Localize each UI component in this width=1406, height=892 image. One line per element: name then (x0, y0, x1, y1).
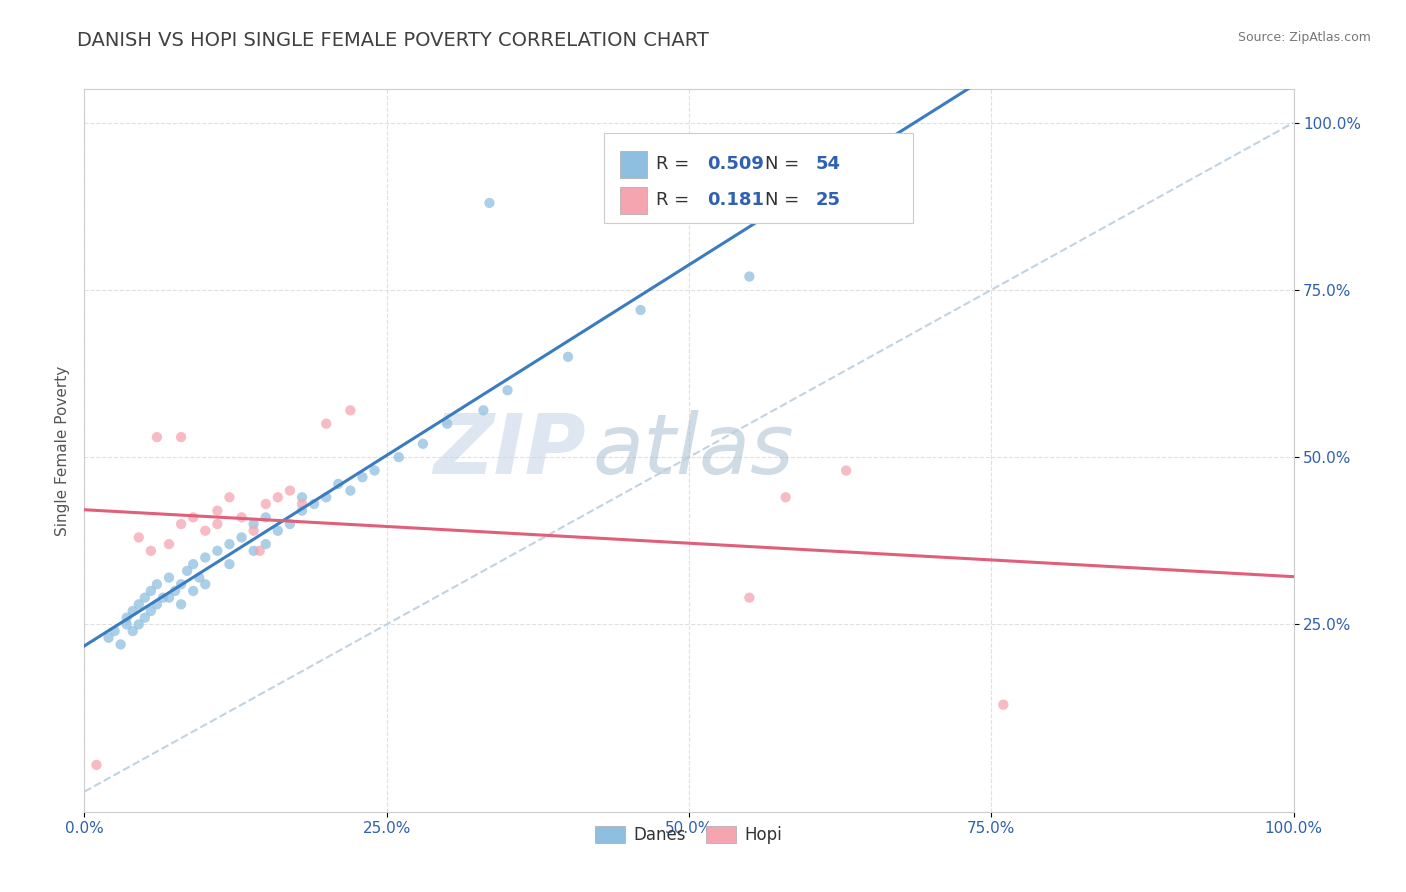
Point (242, 517, 264, 532)
Point (110, 637, 132, 651)
Text: DANISH VS HOPI SINGLE FEMALE POVERTY CORRELATION CHART: DANISH VS HOPI SINGLE FEMALE POVERTY COR… (77, 31, 709, 50)
Point (436, 417, 458, 431)
Text: R =: R = (657, 191, 702, 209)
Point (188, 571, 211, 585)
Text: 25: 25 (815, 191, 841, 209)
Point (170, 598, 193, 612)
Point (194, 550, 217, 565)
Point (254, 537, 277, 551)
Point (242, 544, 264, 558)
Point (194, 524, 217, 538)
Point (207, 517, 229, 532)
Point (218, 491, 240, 505)
Point (165, 584, 187, 599)
Point (478, 196, 501, 211)
Point (146, 430, 169, 444)
Point (115, 611, 138, 625)
Point (128, 530, 150, 544)
Point (157, 571, 180, 585)
Point (291, 491, 314, 505)
Text: ZIP: ZIP (433, 410, 586, 491)
Point (207, 544, 229, 558)
Point (472, 403, 495, 417)
Point (139, 544, 162, 558)
Point (231, 530, 253, 544)
Point (993, 698, 1015, 712)
Point (278, 483, 301, 498)
Point (738, 269, 761, 284)
Text: atlas: atlas (592, 410, 794, 491)
Point (352, 470, 374, 484)
Point (207, 503, 229, 517)
Text: N =: N = (765, 191, 806, 209)
FancyBboxPatch shape (620, 186, 647, 214)
FancyBboxPatch shape (605, 133, 912, 223)
Point (218, 537, 240, 551)
Point (339, 483, 361, 498)
Point (170, 430, 193, 444)
Point (157, 591, 180, 605)
Point (278, 517, 301, 532)
Point (254, 510, 277, 524)
Text: Source: ZipAtlas.com: Source: ZipAtlas.com (1237, 31, 1371, 45)
Point (835, 464, 858, 478)
FancyBboxPatch shape (620, 151, 647, 178)
Point (363, 464, 385, 478)
Point (181, 510, 204, 524)
Point (302, 497, 325, 511)
Point (86, 758, 108, 772)
Point (339, 403, 361, 417)
Point (157, 537, 180, 551)
Point (194, 577, 217, 591)
Point (267, 491, 290, 505)
Point (146, 577, 169, 591)
Legend: Danes, Hopi: Danes, Hopi (589, 819, 789, 850)
Point (738, 591, 761, 605)
Text: 0.181: 0.181 (707, 191, 763, 209)
Point (121, 624, 143, 639)
Point (291, 503, 314, 517)
Point (146, 598, 169, 612)
Point (328, 476, 350, 491)
Point (557, 350, 579, 364)
Point (412, 437, 434, 451)
Text: 0.509: 0.509 (707, 154, 763, 173)
Text: N =: N = (765, 154, 806, 173)
Point (104, 624, 127, 639)
Point (315, 417, 337, 431)
Point (630, 303, 652, 318)
Point (176, 564, 198, 578)
Point (134, 611, 156, 625)
Point (170, 517, 193, 532)
Point (181, 557, 204, 572)
Point (128, 598, 150, 612)
Point (139, 604, 162, 618)
Point (291, 497, 314, 511)
Point (115, 617, 138, 632)
Point (254, 497, 277, 511)
Point (170, 577, 193, 591)
Point (139, 584, 162, 599)
Point (218, 557, 240, 572)
Y-axis label: Single Female Poverty: Single Female Poverty (55, 366, 70, 535)
Point (152, 591, 174, 605)
Text: R =: R = (657, 154, 696, 173)
Point (134, 591, 156, 605)
Point (242, 524, 264, 538)
Point (315, 491, 337, 505)
Point (128, 617, 150, 632)
Point (121, 604, 143, 618)
Point (496, 384, 519, 398)
Text: 54: 54 (815, 154, 841, 173)
Point (249, 544, 271, 558)
Point (181, 584, 204, 599)
Point (388, 450, 411, 465)
Point (231, 510, 253, 524)
Point (267, 524, 290, 538)
Point (775, 491, 797, 505)
Point (97, 631, 120, 645)
